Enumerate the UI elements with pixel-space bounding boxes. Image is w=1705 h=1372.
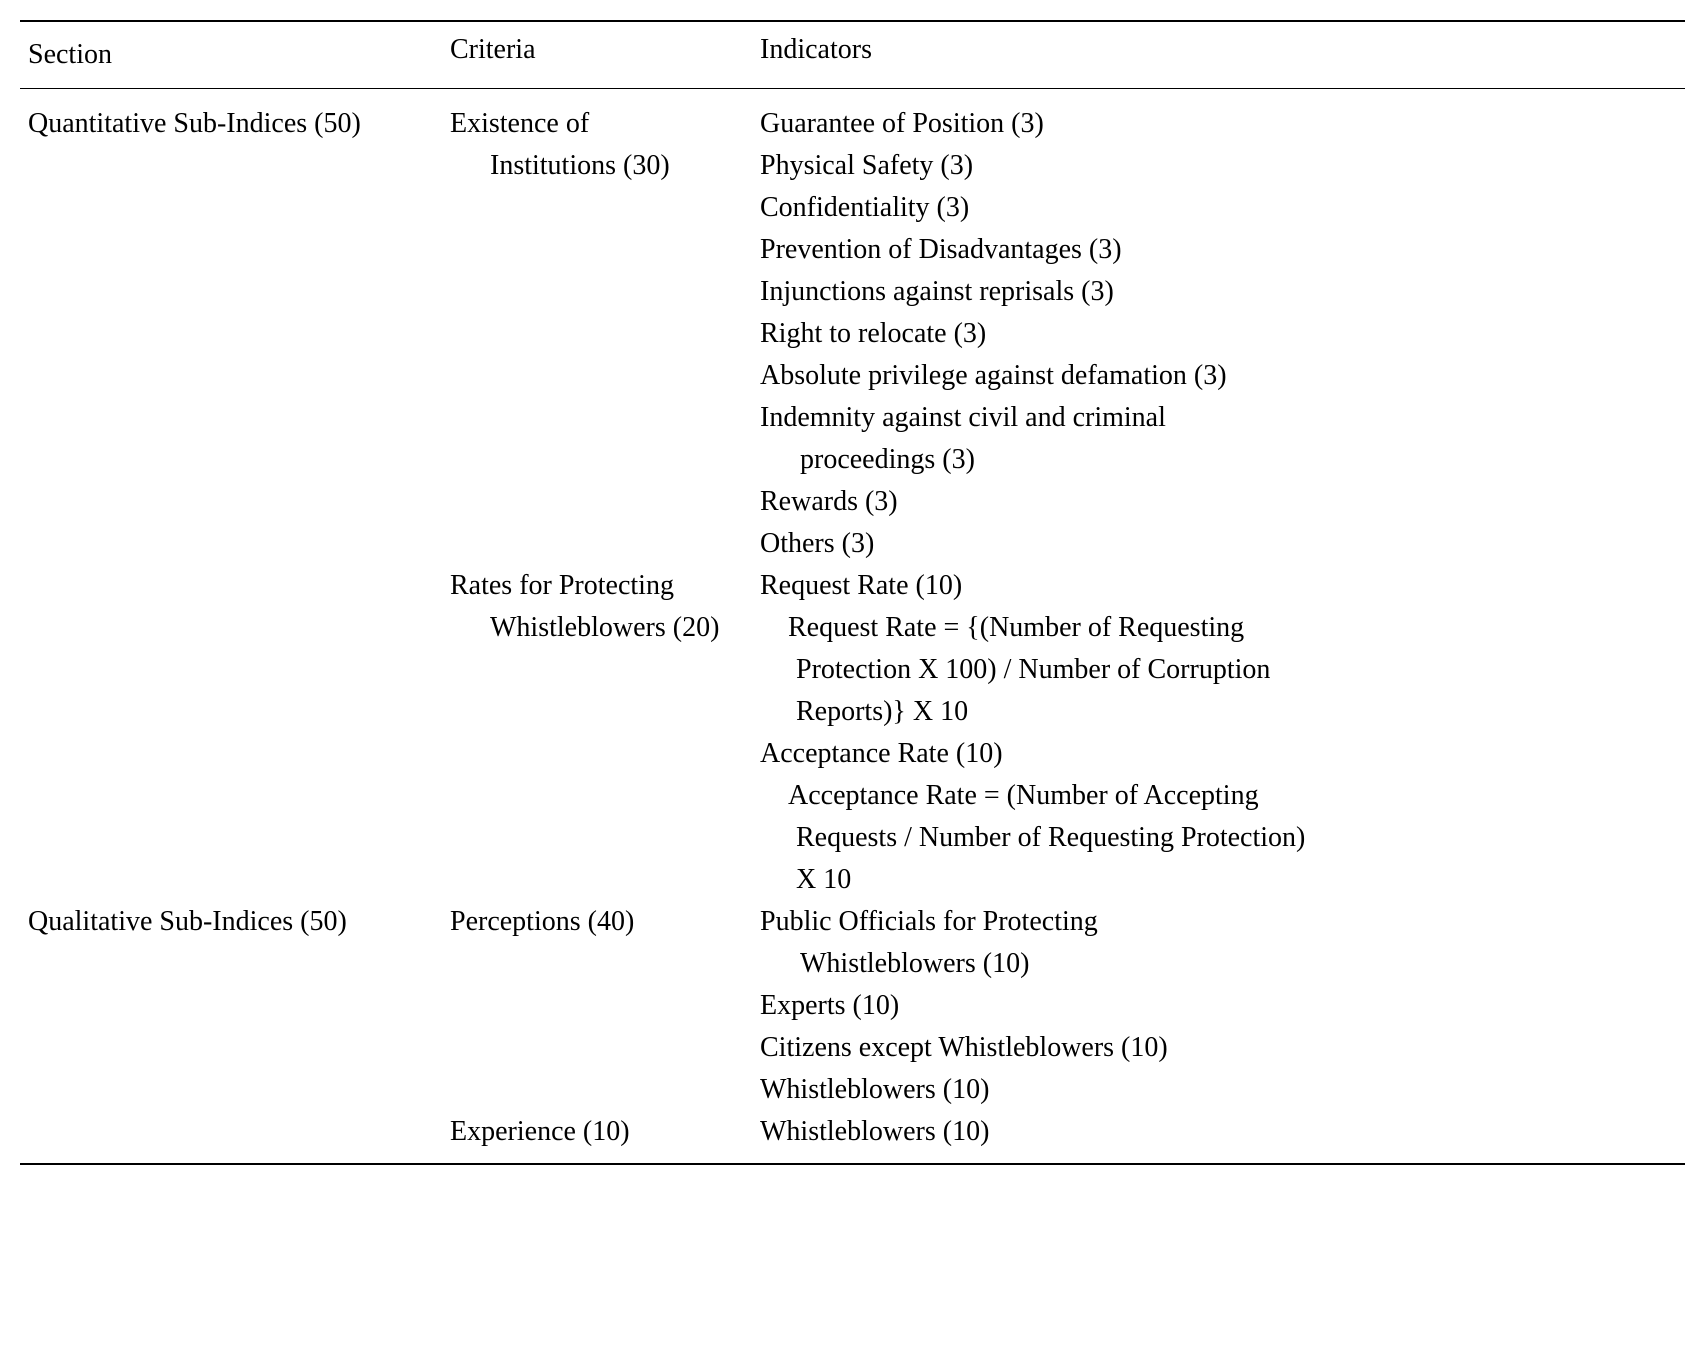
indicator-item: Physical Safety (3) bbox=[760, 145, 1677, 187]
table-row: Rates for Protecting Whistleblowers (20)… bbox=[20, 565, 1685, 901]
indices-table: Section Criteria Indicators Quantitative… bbox=[20, 20, 1685, 1165]
indicator-item: Request Rate = {(Number of Requesting bbox=[760, 607, 1677, 649]
indicators-cell: Guarantee of Position (3) Physical Safet… bbox=[760, 103, 1685, 565]
indicator-item: Requests / Number of Requesting Protecti… bbox=[760, 817, 1677, 859]
table-body: Quantitative Sub-Indices (50) Existence … bbox=[20, 89, 1685, 1163]
indicator-item: Protection X 100) / Number of Corruption bbox=[760, 649, 1677, 691]
indicators-cell: Public Officials for Protecting Whistleb… bbox=[760, 901, 1685, 1111]
indicator-item: Acceptance Rate (10) bbox=[760, 733, 1677, 775]
indicator-item: Indemnity against civil and criminal bbox=[760, 397, 1677, 439]
indicator-item: Absolute privilege against defamation (3… bbox=[760, 355, 1677, 397]
criteria-cell: Rates for Protecting Whistleblowers (20) bbox=[450, 565, 760, 649]
indicator-item: Whistleblowers (10) bbox=[760, 1069, 1677, 1111]
indicator-item: Request Rate (10) bbox=[760, 565, 1677, 607]
indicator-item: Guarantee of Position (3) bbox=[760, 103, 1677, 145]
indicator-item: Prevention of Disadvantages (3) bbox=[760, 229, 1677, 271]
header-section: Section bbox=[20, 34, 450, 76]
indicator-item: Citizens except Whistleblowers (10) bbox=[760, 1027, 1677, 1069]
indicator-item: Injunctions against reprisals (3) bbox=[760, 271, 1677, 313]
criteria-line: Institutions (30) bbox=[450, 145, 760, 187]
criteria-cell: Existence of Institutions (30) bbox=[450, 103, 760, 187]
table-row: Quantitative Sub-Indices (50) Existence … bbox=[20, 103, 1685, 565]
indicator-item: X 10 bbox=[760, 859, 1677, 901]
criteria-cell: Experience (10) bbox=[450, 1111, 760, 1153]
section-label: Qualitative Sub-Indices (50) bbox=[20, 901, 450, 943]
indicator-item: Whistleblowers (10) bbox=[760, 1111, 1677, 1153]
indicator-item: Right to relocate (3) bbox=[760, 313, 1677, 355]
indicator-item: Rewards (3) bbox=[760, 481, 1677, 523]
header-criteria: Criteria bbox=[450, 34, 760, 76]
criteria-line: Existence of bbox=[450, 103, 760, 145]
indicator-item: Others (3) bbox=[760, 523, 1677, 565]
criteria-line: Whistleblowers (20) bbox=[450, 607, 760, 649]
criteria-line: Experience (10) bbox=[450, 1111, 760, 1153]
indicator-item: Public Officials for Protecting bbox=[760, 901, 1677, 943]
indicators-cell: Whistleblowers (10) bbox=[760, 1111, 1685, 1153]
criteria-line: Rates for Protecting bbox=[450, 565, 760, 607]
indicator-item: Acceptance Rate = (Number of Accepting bbox=[760, 775, 1677, 817]
header-indicators: Indicators bbox=[760, 34, 1685, 76]
criteria-cell: Perceptions (40) bbox=[450, 901, 760, 943]
indicator-item: Confidentiality (3) bbox=[760, 187, 1677, 229]
indicators-cell: Request Rate (10) Request Rate = {(Numbe… bbox=[760, 565, 1685, 901]
indicator-item: proceedings (3) bbox=[760, 439, 1677, 481]
indicator-item: Whistleblowers (10) bbox=[760, 943, 1677, 985]
section-label: Quantitative Sub-Indices (50) bbox=[20, 103, 450, 145]
indicator-item: Experts (10) bbox=[760, 985, 1677, 1027]
table-header-row: Section Criteria Indicators bbox=[20, 22, 1685, 89]
table-row: Qualitative Sub-Indices (50) Perceptions… bbox=[20, 901, 1685, 1111]
indicator-item: Reports)} X 10 bbox=[760, 691, 1677, 733]
table-row: Experience (10) Whistleblowers (10) bbox=[20, 1111, 1685, 1153]
criteria-line: Perceptions (40) bbox=[450, 901, 760, 943]
